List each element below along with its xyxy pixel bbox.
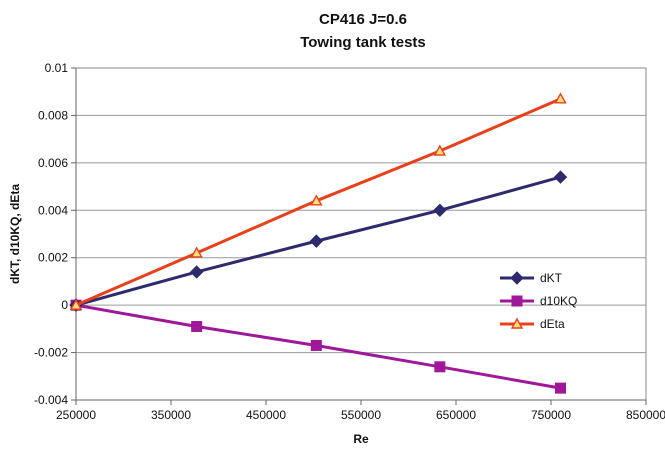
y-tick-label: -0.002 [34,346,68,360]
series-group [69,92,568,394]
y-tick-label: 0 [61,298,68,312]
y-tick-label: 0.008 [38,108,68,122]
legend-marker-dkt [510,271,524,285]
x-tick-labels: 250000 350000 450000 550000 650000 750000 8500… [56,400,665,422]
data-point-dkt [189,265,204,279]
data-point-dkt [553,170,568,184]
x-tick-label: 850000 [626,408,665,422]
legend-label-deta: dEta [540,317,565,331]
data-point-d10kq [555,382,566,394]
x-tick-label: 250000 [56,408,96,422]
y-tick-labels: 0.01 0.008 0.006 0.004 0.002 0 -0.002 -0.004 [34,61,76,407]
series-d10kq [70,299,566,394]
data-point-dkt [309,234,324,248]
chart-title: CP416 J=0.6 [319,11,407,28]
data-point-deta [433,144,447,156]
legend: dKT d10KQ dEta [500,271,577,331]
gridlines [76,67,646,401]
data-point-dkt [433,203,447,217]
data-point-d10kq [310,339,322,351]
legend-label-dkt: dKT [540,271,563,285]
legend-label-d10kq: d10KQ [540,294,577,308]
y-axis-label: dKT, d10KQ, dEta [8,184,22,284]
series-dkt [69,170,568,312]
y-tick-label: -0.004 [34,393,68,407]
y-tick-label: 0.004 [38,203,68,217]
y-tick-label: 0.002 [38,251,68,265]
x-tick-label: 450000 [246,408,286,422]
data-point-deta [310,194,323,206]
y-tick-label: 0.01 [45,61,69,75]
x-tick-label: 550000 [341,408,381,422]
data-point-deta [69,298,83,310]
plot-area-frame [75,67,647,401]
x-axis-label: Re [353,432,369,446]
x-tick-label: 650000 [436,408,476,422]
y-tick-label: 0.006 [38,156,68,170]
data-point-d10kq [191,320,203,332]
x-tick-label: 350000 [151,408,191,422]
data-point-deta [554,92,567,104]
chart-subtitle: Towing tank tests [300,34,426,51]
series-deta [69,92,567,310]
x-tick-label: 750000 [531,408,571,422]
data-point-deta [190,246,203,258]
legend-marker-d10kq [511,295,523,307]
legend-marker-deta [510,317,524,329]
data-point-d10kq [434,361,446,373]
